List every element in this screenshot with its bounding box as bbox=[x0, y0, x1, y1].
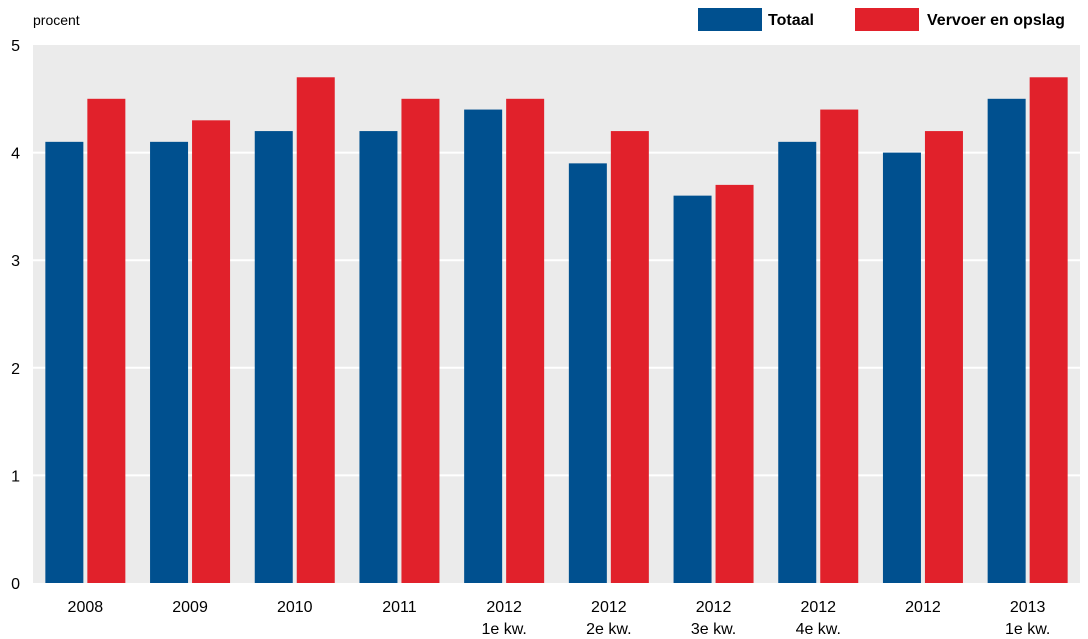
x-tick-label: 2013 bbox=[1010, 599, 1046, 616]
y-tick-label: 2 bbox=[11, 361, 20, 378]
bar-vervoer-en-opslag bbox=[192, 120, 231, 583]
bar-vervoer-en-opslag bbox=[87, 98, 126, 584]
x-tick-label: 1e kw. bbox=[481, 621, 526, 638]
bar-totaal bbox=[673, 195, 712, 583]
bar-vervoer-en-opslag bbox=[924, 131, 963, 583]
y-tick-label: 1 bbox=[11, 468, 20, 485]
y-axis-unit-label: procent bbox=[33, 12, 80, 28]
x-tick-label: 2012 bbox=[800, 599, 836, 616]
bar-totaal bbox=[254, 131, 293, 583]
y-tick-label: 3 bbox=[11, 253, 20, 270]
x-tick-label: 3e kw. bbox=[691, 621, 736, 638]
bar-totaal bbox=[987, 98, 1026, 584]
bars bbox=[45, 77, 1068, 584]
x-tick-label: 4e kw. bbox=[796, 621, 841, 638]
bar-vervoer-en-opslag bbox=[296, 77, 335, 583]
bar-vervoer-en-opslag bbox=[715, 184, 754, 583]
bar-totaal bbox=[778, 141, 817, 583]
y-axis-ticks: 0 1 2 3 4 5 bbox=[11, 38, 20, 593]
x-tick-label: 2012 bbox=[905, 599, 941, 616]
legend-label: Vervoer en opslag bbox=[927, 12, 1065, 29]
y-tick-label: 5 bbox=[11, 38, 20, 55]
bar-totaal bbox=[464, 109, 503, 583]
bar-vervoer-en-opslag bbox=[506, 98, 545, 584]
x-tick-label: 2009 bbox=[172, 599, 208, 616]
bar-vervoer-en-opslag bbox=[610, 131, 649, 583]
bar-vervoer-en-opslag bbox=[401, 98, 440, 584]
bar-vervoer-en-opslag bbox=[1029, 77, 1068, 583]
y-tick-label: 4 bbox=[11, 146, 20, 163]
bar-totaal bbox=[568, 163, 607, 584]
x-tick-label: 2012 bbox=[591, 599, 627, 616]
legend-swatch bbox=[698, 8, 762, 31]
bar-totaal bbox=[359, 131, 398, 583]
legend-swatch bbox=[855, 8, 919, 31]
y-tick-label: 0 bbox=[11, 576, 20, 593]
legend-label: Totaal bbox=[768, 12, 814, 29]
x-tick-label: 2e kw. bbox=[586, 621, 631, 638]
bar-vervoer-en-opslag bbox=[820, 109, 859, 583]
x-tick-label: 2012 bbox=[696, 599, 732, 616]
x-tick-label: 2011 bbox=[382, 599, 417, 616]
bar-totaal bbox=[150, 141, 189, 583]
x-tick-label: 2012 bbox=[486, 599, 522, 616]
x-axis-ticks: 2008 2009 2010 2011 2012 1e kw. 2012 2e kw. 2012… bbox=[68, 599, 1051, 638]
bar-totaal bbox=[882, 152, 921, 583]
x-tick-label: 2008 bbox=[68, 599, 104, 616]
legend: Totaal Vervoer en opslag bbox=[698, 8, 1065, 31]
plot-background bbox=[33, 45, 1080, 583]
x-tick-label: 2010 bbox=[277, 599, 313, 616]
x-tick-label: 1e kw. bbox=[1005, 621, 1050, 638]
bar-totaal bbox=[45, 141, 84, 583]
